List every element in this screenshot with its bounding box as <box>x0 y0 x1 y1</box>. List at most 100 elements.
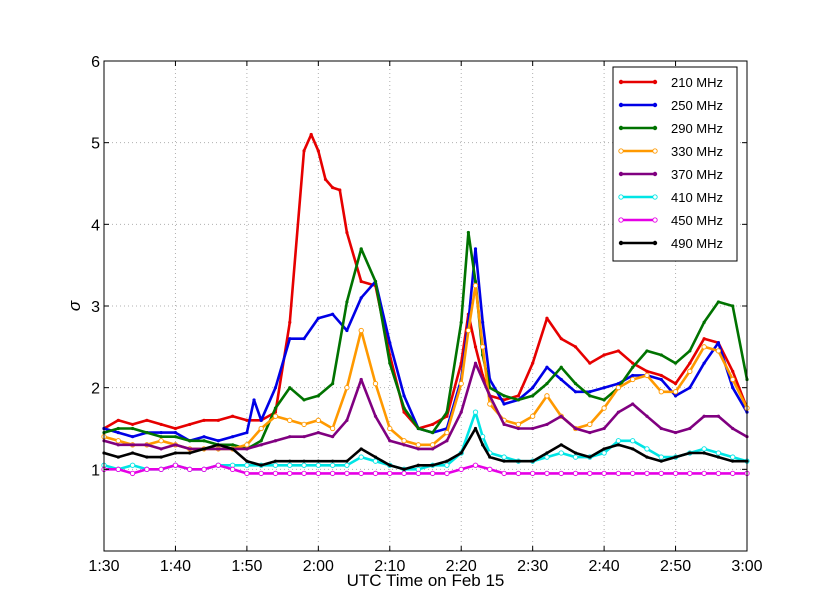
data-point <box>273 386 278 390</box>
data-point <box>516 459 520 463</box>
data-point <box>602 398 606 402</box>
data-point <box>288 337 292 341</box>
data-point <box>359 296 363 300</box>
data-point <box>630 376 636 383</box>
data-point <box>545 451 549 455</box>
data-point <box>173 435 178 439</box>
data-point <box>673 361 678 365</box>
y-tick-label: 5 <box>91 136 100 153</box>
data-point <box>531 394 535 398</box>
series-layer <box>101 132 750 477</box>
data-point <box>645 349 649 353</box>
data-point <box>259 439 263 443</box>
data-point <box>316 316 320 320</box>
data-point <box>644 372 650 379</box>
tick-layer: 1:30 1:40 1:50 2:00 2:10 2:20 2:30 2:40 2:50 3:00… <box>88 54 762 575</box>
data-point <box>559 377 563 382</box>
data-point <box>344 462 350 468</box>
data-point <box>444 462 450 468</box>
data-point <box>287 470 293 477</box>
data-point <box>345 328 349 333</box>
data-point <box>215 462 221 468</box>
data-point <box>401 470 407 477</box>
data-point <box>202 447 206 451</box>
data-point <box>645 369 649 373</box>
data-point <box>388 439 392 443</box>
data-point <box>631 365 635 369</box>
data-point <box>559 337 563 341</box>
data-point <box>631 402 635 406</box>
data-point <box>644 446 650 452</box>
data-point <box>431 447 435 451</box>
data-point <box>415 442 422 448</box>
x-tick-label: 2:50 <box>660 558 691 575</box>
data-point <box>731 304 735 308</box>
data-point <box>480 344 486 350</box>
data-point <box>331 312 335 316</box>
data-point <box>530 470 536 477</box>
data-point <box>259 463 263 467</box>
data-point <box>188 451 192 455</box>
data-point <box>473 426 478 431</box>
data-point <box>259 418 263 422</box>
data-point <box>616 410 621 414</box>
data-point <box>129 462 136 468</box>
data-point <box>487 401 493 407</box>
data-point <box>115 438 121 444</box>
data-point <box>273 406 278 410</box>
data-point <box>130 435 135 439</box>
data-point <box>401 438 407 444</box>
data-point <box>202 418 206 422</box>
data-point <box>416 463 420 467</box>
data-point <box>659 426 663 431</box>
data-point <box>159 455 163 459</box>
data-point <box>630 470 636 477</box>
data-point <box>416 447 420 451</box>
data-point <box>359 279 363 284</box>
y-tick-label: 4 <box>91 217 100 234</box>
data-point <box>245 418 249 422</box>
data-point <box>316 394 320 398</box>
data-point <box>515 421 522 428</box>
legend-marker <box>652 240 658 246</box>
data-point <box>573 451 578 455</box>
data-point <box>516 426 520 431</box>
data-point <box>273 439 278 443</box>
legend-marker <box>618 148 624 154</box>
data-point <box>731 369 735 373</box>
data-point <box>431 430 435 435</box>
data-point <box>645 455 649 459</box>
legend-label: 410 MHz <box>671 190 723 205</box>
data-point <box>130 451 135 455</box>
data-point <box>501 454 507 460</box>
y-tick-label: 1 <box>91 462 100 479</box>
y-tick-label: 6 <box>91 54 100 71</box>
data-point <box>130 443 135 447</box>
data-point <box>716 341 721 345</box>
data-point <box>702 361 706 365</box>
legend-label: 370 MHz <box>671 167 723 182</box>
data-point <box>202 439 206 443</box>
data-point <box>331 459 335 463</box>
data-point <box>331 185 335 190</box>
data-point <box>188 422 192 427</box>
data-point <box>702 451 706 455</box>
legend-label: 250 MHz <box>671 98 723 113</box>
data-point <box>145 455 149 459</box>
data-point <box>615 385 622 391</box>
data-point <box>231 443 235 447</box>
data-point <box>301 421 307 428</box>
data-point <box>445 439 449 443</box>
data-point <box>573 390 578 394</box>
y-tick-label: 3 <box>91 299 100 316</box>
data-point <box>573 426 578 431</box>
data-point <box>245 447 249 451</box>
data-point <box>372 458 379 464</box>
data-point <box>487 466 493 472</box>
data-point <box>345 300 349 304</box>
legend-label: 210 MHz <box>671 75 723 90</box>
data-point <box>701 470 707 477</box>
data-point <box>701 446 707 452</box>
data-point <box>316 430 320 435</box>
